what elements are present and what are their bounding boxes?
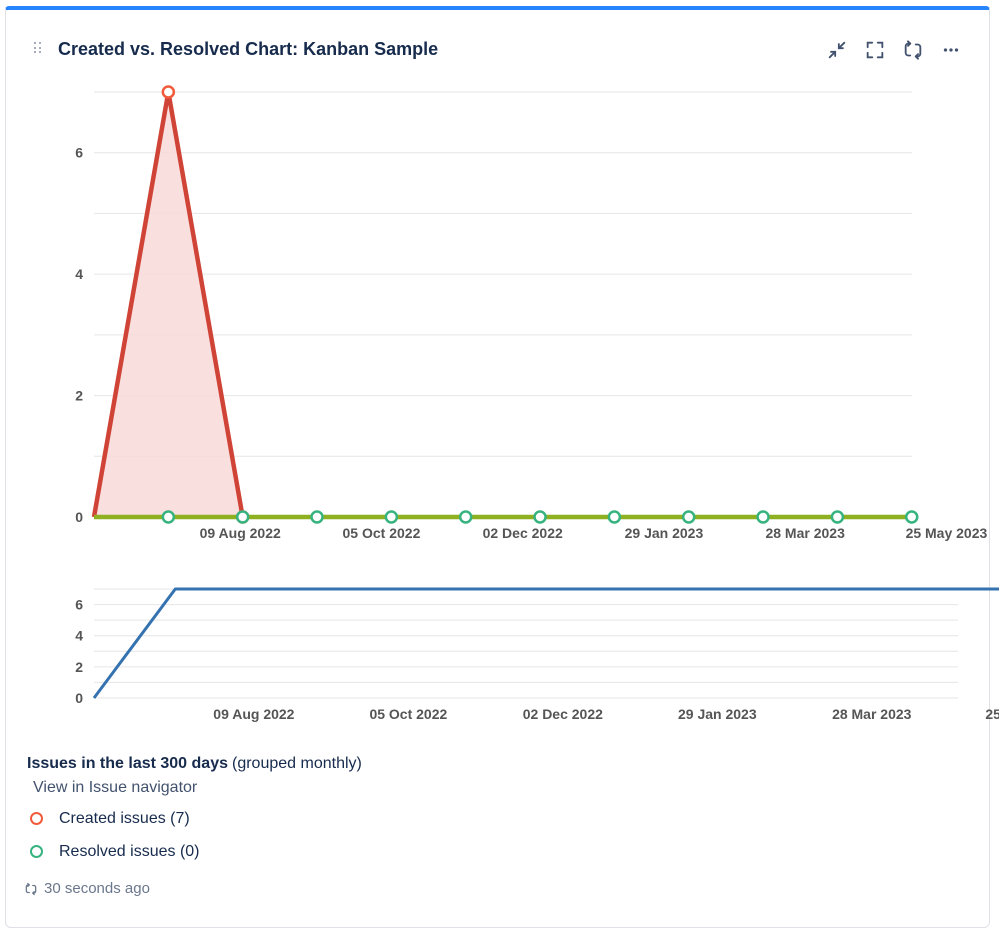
y-tick-label: 0 bbox=[75, 509, 83, 525]
x-tick-label: 25 May 2023 bbox=[985, 706, 999, 722]
refresh-status: 30 seconds ago bbox=[24, 880, 150, 897]
y-tick-label: 0 bbox=[75, 690, 83, 706]
fullscreen-icon bbox=[866, 41, 884, 59]
gadget-actions bbox=[825, 38, 963, 62]
more-button[interactable] bbox=[939, 38, 963, 62]
series-line-0 bbox=[92, 587, 999, 699]
legend-label-resolved: Resolved issues (0) bbox=[59, 842, 200, 860]
drag-handle-icon[interactable] bbox=[34, 42, 44, 56]
data-point bbox=[681, 510, 696, 524]
data-point bbox=[235, 510, 250, 524]
x-tick-label: 28 Mar 2023 bbox=[832, 706, 912, 722]
legend-item-resolved: Resolved issues (0) bbox=[27, 840, 362, 863]
data-point bbox=[458, 510, 473, 524]
x-tick-label: 05 Oct 2022 bbox=[369, 706, 447, 722]
gadget-header: Created vs. Resolved Chart: Kanban Sampl… bbox=[6, 10, 989, 66]
x-tick-label: 02 Dec 2022 bbox=[483, 525, 563, 541]
created-legend-marker bbox=[30, 812, 43, 825]
resolved-legend-marker bbox=[30, 845, 43, 858]
refresh-icon bbox=[904, 40, 922, 60]
x-tick-label: 25 May 2023 bbox=[906, 525, 988, 541]
fullscreen-button[interactable] bbox=[863, 38, 887, 62]
y-tick-label: 4 bbox=[75, 628, 83, 644]
y-tick-label: 2 bbox=[75, 659, 83, 675]
more-icon bbox=[943, 48, 959, 52]
x-tick-label: 28 Mar 2023 bbox=[765, 525, 845, 541]
data-point bbox=[830, 510, 845, 524]
refresh-button[interactable] bbox=[901, 38, 925, 62]
x-tick-label: 02 Dec 2022 bbox=[523, 706, 603, 722]
y-tick-label: 2 bbox=[75, 388, 83, 404]
issue-navigator-link[interactable]: View in Issue navigator bbox=[33, 779, 198, 796]
summary-line: Issues in the last 300 days (grouped mont… bbox=[27, 755, 362, 773]
data-point bbox=[161, 510, 176, 524]
created-vs-resolved-chart: 0 2 4 6 09 Aug 2022 05 Oct 2022 02 Dec 2022 29 … bbox=[75, 85, 988, 541]
summary-grouping: (grouped monthly) bbox=[232, 755, 362, 772]
data-point bbox=[310, 510, 324, 524]
x-tick-label: 29 Jan 2023 bbox=[625, 525, 704, 541]
legend-label-created: Created issues (7) bbox=[59, 809, 190, 827]
x-tick-label: 05 Oct 2022 bbox=[343, 525, 421, 541]
minimize-button[interactable] bbox=[825, 38, 849, 62]
overview-chart: 0 2 4 6 09 Aug 2022 05 Oct 2022 02 Dec 2022 29 … bbox=[75, 587, 999, 722]
minimize-icon bbox=[828, 41, 846, 59]
x-tick-label: 29 Jan 2023 bbox=[678, 706, 757, 722]
legend-item-created: Created issues (7) bbox=[27, 807, 362, 830]
summary-title: Issues in the last 300 days bbox=[27, 755, 228, 772]
refresh-small-icon bbox=[25, 882, 37, 895]
x-tick-label: 09 Aug 2022 bbox=[213, 706, 294, 722]
data-point bbox=[904, 510, 919, 524]
gadget-title: Created vs. Resolved Chart: Kanban Sampl… bbox=[58, 39, 439, 59]
chart-summary: Issues in the last 300 days (grouped mont… bbox=[27, 755, 362, 863]
data-point bbox=[533, 510, 547, 524]
refresh-time: 30 seconds ago bbox=[44, 880, 150, 897]
data-point bbox=[756, 510, 770, 524]
data-point bbox=[161, 85, 176, 99]
y-tick-label: 4 bbox=[75, 266, 83, 282]
x-tick-label: 09 Aug 2022 bbox=[200, 525, 281, 541]
y-tick-label: 6 bbox=[75, 597, 83, 613]
data-point bbox=[607, 510, 622, 524]
y-tick-label: 6 bbox=[75, 145, 83, 161]
data-point bbox=[384, 510, 399, 524]
series-area-0 bbox=[94, 92, 243, 517]
